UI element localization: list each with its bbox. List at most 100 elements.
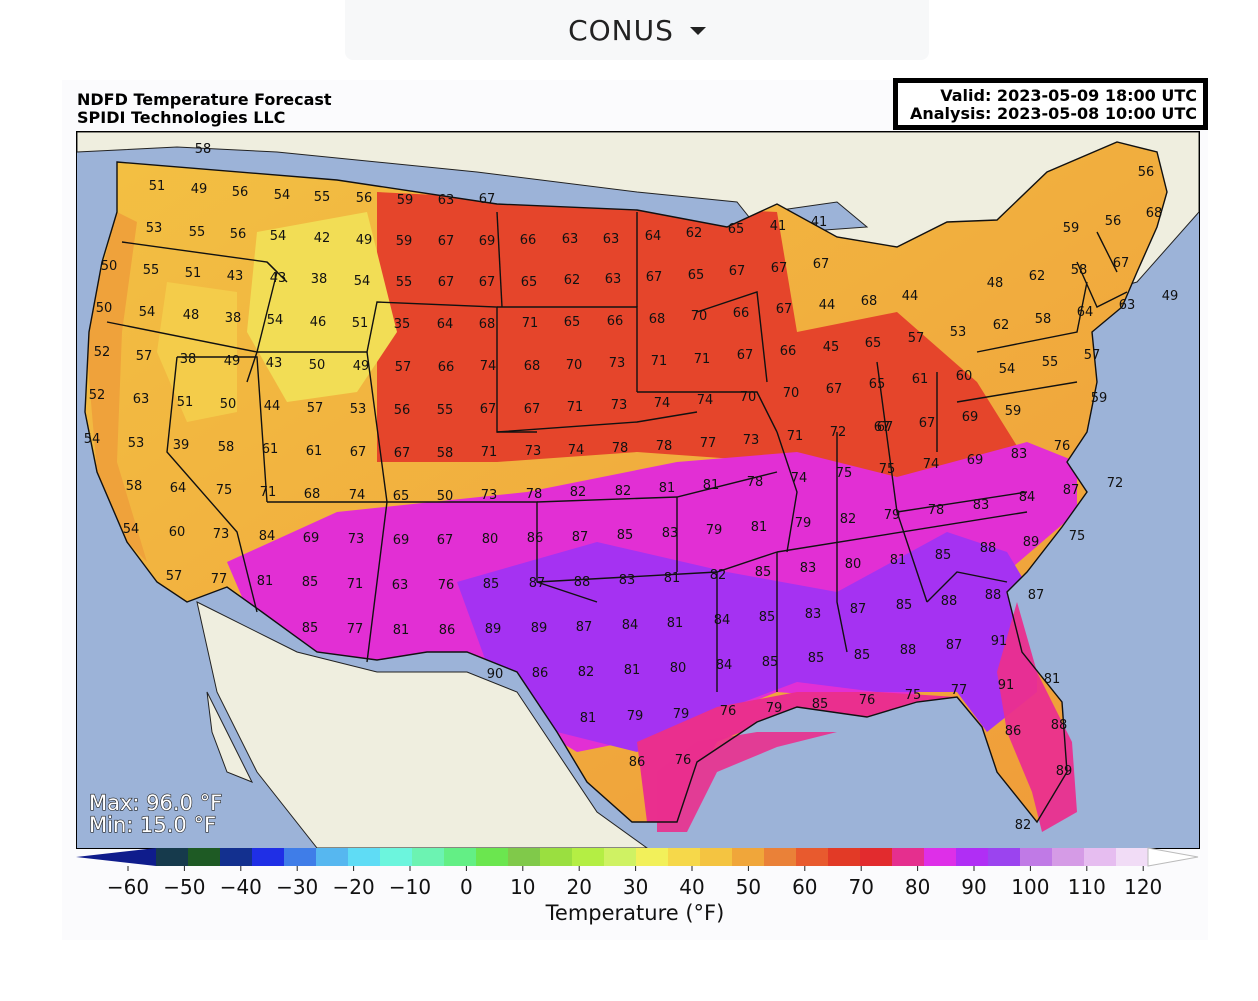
station-temp-label: 50 xyxy=(437,489,454,504)
station-temp-label: 59 xyxy=(1063,221,1080,236)
colorbar-segment xyxy=(252,848,285,866)
station-temp-label: 66 xyxy=(438,360,455,375)
station-temp-label: 71 xyxy=(481,445,498,460)
station-temp-label: 82 xyxy=(570,485,587,500)
station-temp-label: 51 xyxy=(185,266,202,281)
station-temp-label: 90 xyxy=(487,667,504,682)
station-temp-label: 58 xyxy=(1035,312,1052,327)
colorbar-tick-label: −40 xyxy=(220,875,262,899)
station-temp-label: 58 xyxy=(437,446,454,461)
station-temp-label: 84 xyxy=(1019,490,1036,505)
station-temp-label: 88 xyxy=(941,594,958,609)
colorbar-segment xyxy=(764,848,797,866)
station-temp-label: 70 xyxy=(566,358,583,373)
station-temp-label: 85 xyxy=(302,575,319,590)
station-temp-label: 49 xyxy=(191,182,208,197)
colorbar-segment xyxy=(956,848,989,866)
station-temp-label: 54 xyxy=(139,305,156,320)
station-temp-label: 55 xyxy=(314,190,331,205)
station-temp-label: 44 xyxy=(902,289,919,304)
station-temp-label: 67 xyxy=(437,533,454,548)
colorbar-segment xyxy=(700,848,733,866)
colorbar-segment xyxy=(188,848,221,866)
station-temp-label: 68 xyxy=(861,294,878,309)
station-temp-label: 54 xyxy=(123,522,140,537)
station-temp-label: 84 xyxy=(622,618,639,633)
station-temp-label: 86 xyxy=(1005,724,1022,739)
station-temp-label: 77 xyxy=(951,683,968,698)
station-temp-label: 81 xyxy=(890,553,907,568)
station-temp-label: 79 xyxy=(884,508,901,523)
station-temp-label: 78 xyxy=(612,441,629,456)
station-temp-label: 43 xyxy=(266,356,283,371)
figure-header-left: NDFD Temperature Forecast SPIDI Technolo… xyxy=(77,91,332,127)
station-temp-label: 54 xyxy=(267,313,284,328)
station-temp-label: 68 xyxy=(1146,206,1163,221)
station-temp-label: 87 xyxy=(946,638,963,653)
station-temp-label: 77 xyxy=(347,622,364,637)
station-temp-label: 38 xyxy=(225,311,242,326)
station-temp-label: 59 xyxy=(1091,391,1108,406)
colorbar-segment xyxy=(572,848,605,866)
station-temp-label: 59 xyxy=(396,234,413,249)
station-temp-label: 82 xyxy=(840,512,857,527)
station-temp-label: 67 xyxy=(350,445,367,460)
station-temp-label: 53 xyxy=(128,436,145,451)
max-temp-label: Max: 96.0 °F xyxy=(89,791,222,815)
colorbar-tick-label: −60 xyxy=(107,875,149,899)
station-temp-label: 48 xyxy=(183,308,200,323)
station-temp-label: 89 xyxy=(1056,764,1073,779)
temperature-map-svg: 58 51 49 56 54 55 56 59 63 67 53 55 56 54 42 49 59 67 69 66… xyxy=(77,132,1199,848)
station-temp-label: 82 xyxy=(710,568,727,583)
station-temp-label: 76 xyxy=(720,704,737,719)
station-temp-label: 62 xyxy=(1029,269,1046,284)
station-temp-label: 64 xyxy=(645,229,662,244)
station-temp-label: 71 xyxy=(260,485,277,500)
colorbar-segment xyxy=(348,848,381,866)
colorbar-segment xyxy=(508,848,541,866)
station-temp-label: 68 xyxy=(524,359,541,374)
station-temp-label: 46 xyxy=(310,315,327,330)
station-temp-label: 66 xyxy=(520,233,537,248)
station-temp-label: 67 xyxy=(1113,256,1130,271)
colorbar-segment xyxy=(284,848,317,866)
colorbar-segment xyxy=(796,848,829,866)
station-temp-label: 54 xyxy=(274,188,291,203)
colorbar-segment xyxy=(1084,848,1117,866)
station-temp-label: 87 xyxy=(572,530,589,545)
station-temp-label: 63 xyxy=(392,578,409,593)
colorbar-tick-label: 40 xyxy=(679,875,704,899)
colorbar-segment xyxy=(924,848,957,866)
temperature-map: 58 51 49 56 54 55 56 59 63 67 53 55 56 54 42 49 59 67 69 66… xyxy=(76,131,1200,849)
station-temp-label: 88 xyxy=(1051,718,1068,733)
station-temp-label: 85 xyxy=(483,577,500,592)
station-temp-label: 67 xyxy=(874,420,891,435)
station-temp-label: 63 xyxy=(438,193,455,208)
station-temp-label: 86 xyxy=(527,531,544,546)
station-temp-label: 67 xyxy=(479,192,496,207)
station-temp-label: 50 xyxy=(101,259,118,274)
station-temp-label: 79 xyxy=(766,701,783,716)
station-temp-label: 57 xyxy=(166,569,183,584)
station-temp-label: 73 xyxy=(611,398,628,413)
station-temp-label: 35 xyxy=(394,317,411,332)
colorbar: −60 −50 −40 −30 −20 −10 0 10 20 30 40 50 60 70 80 90 100… xyxy=(76,847,1199,899)
station-temp-label: 64 xyxy=(437,317,454,332)
station-temp-label: 85 xyxy=(302,621,319,636)
station-temp-label: 55 xyxy=(189,225,206,240)
forecast-figure: NDFD Temperature Forecast SPIDI Technolo… xyxy=(62,78,1208,940)
min-temp-label: Min: 15.0 °F xyxy=(89,813,216,837)
station-temp-label: 81 xyxy=(751,520,768,535)
station-temp-label: 75 xyxy=(1069,529,1086,544)
station-temp-label: 51 xyxy=(352,316,369,331)
station-temp-label: 74 xyxy=(568,443,585,458)
colorbar-segment xyxy=(476,848,509,866)
station-temp-label: 75 xyxy=(879,462,896,477)
colorbar-segment xyxy=(892,848,925,866)
station-temp-label: 59 xyxy=(397,193,414,208)
station-temp-label: 63 xyxy=(562,232,579,247)
region-dropdown[interactable]: CONUS xyxy=(345,0,929,60)
station-temp-label: 73 xyxy=(609,356,626,371)
station-temp-label: 78 xyxy=(656,439,673,454)
station-temp-label: 75 xyxy=(905,688,922,703)
